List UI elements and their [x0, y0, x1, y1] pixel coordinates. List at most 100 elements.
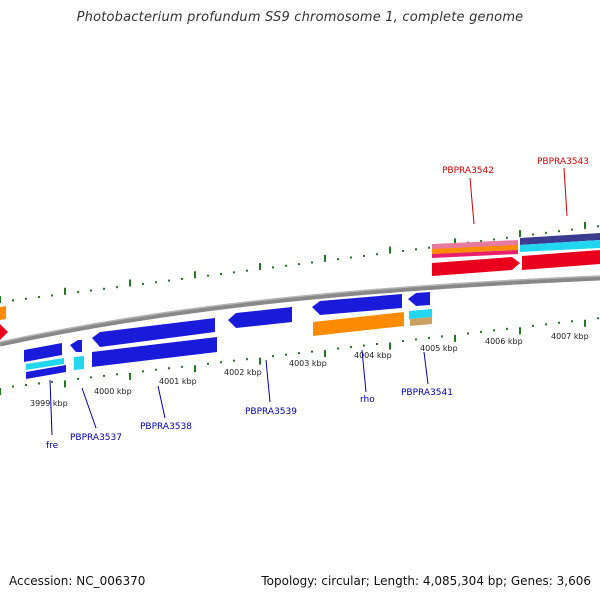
outer-scale-tick	[207, 274, 209, 277]
gene-fre-cyan[interactable]	[26, 358, 64, 370]
inner-scale-tick	[467, 332, 469, 335]
outer-scale-tick	[220, 273, 222, 276]
gene-PBPRA3538[interactable]	[92, 318, 215, 347]
outer-scale-tick	[64, 287, 66, 295]
gene-edge-orange[interactable]	[0, 306, 6, 320]
outer-scale-tick	[402, 249, 404, 252]
inner-scale-tick	[51, 380, 53, 383]
outer-scale-tick	[363, 254, 365, 257]
outer-scale-tick	[493, 238, 495, 241]
outer-scale-tick	[181, 277, 183, 280]
gene-label-PBPRA3541[interactable]: PBPRA3541	[401, 388, 453, 398]
outer-scale-tick	[571, 228, 573, 231]
outer-scale-tick	[532, 233, 534, 236]
gene-PBPRA3542-magenta[interactable]	[432, 250, 518, 258]
inner-scale-tick	[38, 382, 40, 385]
inner-scale-tick	[402, 339, 404, 342]
gene-rho-orange[interactable]	[313, 312, 404, 336]
gene-PBPRA3539[interactable]	[228, 307, 292, 328]
map-title: Photobacterium profundum SS9 chromosome …	[76, 10, 524, 25]
leader-PBPRA3538	[157, 385, 166, 419]
outer-scale-tick	[246, 269, 248, 272]
outer-scale-tick	[389, 246, 391, 254]
gene-label-PBPRA3543[interactable]: PBPRA3543	[537, 157, 589, 167]
outer-scale-tick	[116, 286, 118, 289]
outer-scale-tick	[103, 287, 105, 290]
gene-rho[interactable]	[312, 294, 402, 315]
outer-scale-tick	[285, 264, 287, 267]
tick-label: 4007 kbp	[551, 332, 589, 341]
gene-PBPRA3537[interactable]	[70, 340, 82, 352]
inner-scale-tick	[532, 324, 534, 327]
inner-scale-tick	[337, 347, 339, 350]
outer-scale-tick	[51, 294, 53, 297]
inner-scale-tick	[155, 368, 157, 371]
outer-scale-tick	[168, 279, 170, 282]
inner-scale-tick	[376, 343, 378, 346]
accession-text: Accession: NC_006370	[9, 574, 146, 588]
inner-scale-tick	[415, 338, 417, 341]
leader-PBPRA3537	[81, 387, 97, 429]
inner-scale-tick	[90, 376, 92, 379]
gene-PBPRA3537-cyan[interactable]	[74, 356, 84, 370]
gene-PBPRA3543[interactable]	[522, 250, 600, 270]
gene-PBPRA3543-navy[interactable]	[520, 233, 600, 245]
tick-label: 4000 kbp	[94, 387, 132, 396]
outer-scale-tick	[25, 297, 27, 300]
outer-scale-tick	[129, 279, 131, 287]
inner-scale-tick	[298, 352, 300, 355]
inner-scale-tick	[220, 361, 222, 364]
inner-scale-tick	[0, 388, 1, 395]
inner-scale-tick	[311, 350, 313, 353]
inner-scale-tick	[246, 358, 248, 361]
inner-scale-tick	[493, 329, 495, 332]
inner-scale-tick	[116, 373, 118, 376]
tick-label: 4005 kbp	[420, 344, 458, 353]
tick-label: 4002 kbp	[224, 368, 262, 377]
gene-PBPRA3538-row2[interactable]	[92, 337, 217, 367]
leader-rho	[361, 349, 367, 393]
gene-PBPRA3542-orange[interactable]	[432, 245, 518, 254]
leader-PBPRA3539	[265, 359, 271, 403]
outer-scale-tick	[376, 253, 378, 256]
outer-scale-tick	[298, 263, 300, 266]
inner-scale-tick	[259, 357, 261, 365]
gene-PBPRA3542-pink[interactable]	[432, 240, 518, 250]
reverse-genes	[24, 292, 432, 379]
gene-label-rho[interactable]: rho	[360, 395, 375, 405]
gene-PBPRA3541-tan[interactable]	[410, 317, 432, 326]
gene-edge-red[interactable]	[0, 324, 8, 340]
inner-scale-tick	[64, 380, 66, 388]
inner-scale-tick	[519, 327, 521, 335]
gene-label-PBPRA3537[interactable]: PBPRA3537	[70, 433, 122, 443]
inner-scale-tick	[571, 320, 573, 323]
edge-genes	[0, 306, 8, 340]
gene-PBPRA3541-cyan[interactable]	[409, 309, 432, 319]
gene-PBPRA3541[interactable]	[408, 292, 430, 306]
gene-label-PBPRA3539[interactable]: PBPRA3539	[245, 407, 297, 417]
outer-scale-tick	[350, 256, 352, 259]
gene-label-PBPRA3538[interactable]: PBPRA3538	[140, 422, 192, 432]
inner-scale-tick	[558, 321, 560, 324]
inner-scale-tick	[454, 334, 456, 342]
gene-label-PBPRA3542[interactable]: PBPRA3542	[442, 166, 494, 176]
outer-scale-tick	[0, 296, 1, 303]
leader-fre	[49, 379, 53, 436]
gene-label-fre[interactable]: fre	[46, 441, 59, 451]
inner-scale-tick	[129, 372, 131, 380]
outer-scale-tick	[597, 225, 599, 228]
outer-scale-tick	[38, 296, 40, 299]
gene-fre-blue-2[interactable]	[26, 365, 66, 379]
forward-genes	[432, 233, 600, 276]
outer-scale-tick	[90, 289, 92, 292]
gene-fre[interactable]	[24, 343, 62, 362]
inner-scale-tick	[285, 353, 287, 356]
gene-PBPRA3543-cyan[interactable]	[520, 240, 600, 252]
outer-scale-tick	[545, 231, 547, 234]
inner-scale-tick	[506, 327, 508, 330]
outer-scale-tick	[584, 221, 586, 229]
label-leaders-forward	[469, 167, 568, 225]
inner-scale-tick	[363, 344, 365, 347]
gene-PBPRA3542[interactable]	[432, 257, 520, 276]
